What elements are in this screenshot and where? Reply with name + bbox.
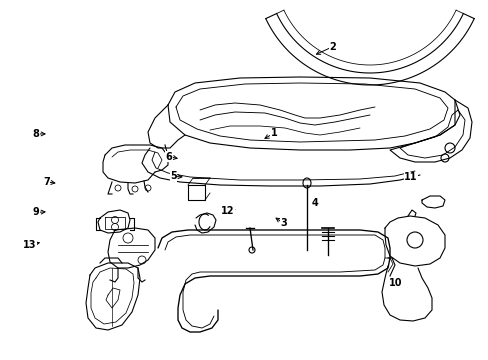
Text: 6: 6: [165, 152, 172, 162]
Text: 11: 11: [403, 172, 417, 182]
Text: 5: 5: [170, 171, 177, 181]
Text: 12: 12: [220, 206, 234, 216]
Text: 2: 2: [328, 42, 335, 52]
Text: 1: 1: [270, 128, 277, 138]
Text: 13: 13: [22, 240, 36, 250]
Text: 10: 10: [388, 278, 402, 288]
Text: 4: 4: [311, 198, 318, 208]
Text: 9: 9: [32, 207, 39, 217]
Text: 7: 7: [43, 177, 50, 187]
Text: 8: 8: [32, 129, 39, 139]
Text: 3: 3: [280, 218, 286, 228]
